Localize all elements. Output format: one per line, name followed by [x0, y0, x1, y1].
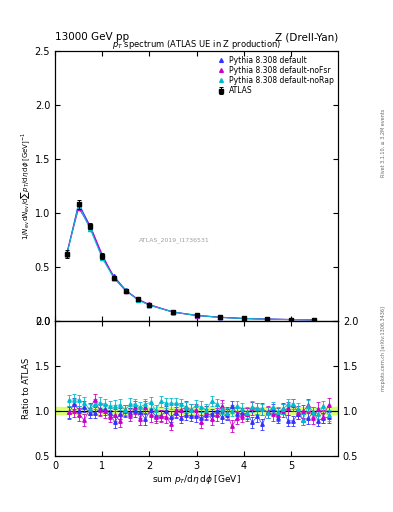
Pythia 8.308 default-noRap	[88, 226, 93, 232]
Pythia 8.308 default	[288, 316, 293, 323]
Pythia 8.308 default	[88, 224, 93, 230]
Pythia 8.308 default-noFsr	[123, 288, 128, 294]
Y-axis label: $1/N_\mathrm{ev}\,\mathrm{d}N_\mathrm{ev}/\mathrm{d}\sum p_T/\mathrm{d}\eta\,\ma: $1/N_\mathrm{ev}\,\mathrm{d}N_\mathrm{ev…	[19, 132, 32, 240]
Pythia 8.308 default-noRap	[112, 275, 116, 281]
Pythia 8.308 default	[64, 251, 69, 257]
Pythia 8.308 default	[112, 273, 116, 280]
Pythia 8.308 default-noFsr	[218, 314, 222, 321]
Pythia 8.308 default-noFsr	[88, 223, 93, 229]
Pythia 8.308 default-noFsr	[135, 296, 140, 302]
Pythia 8.308 default-noFsr	[288, 316, 293, 323]
Pythia 8.308 default-noRap	[100, 255, 105, 261]
Legend: Pythia 8.308 default, Pythia 8.308 default-noFsr, Pythia 8.308 default-noRap, AT: Pythia 8.308 default, Pythia 8.308 defau…	[214, 55, 334, 96]
Text: mcplots.cern.ch [arXiv:1306.3436]: mcplots.cern.ch [arXiv:1306.3436]	[381, 306, 386, 391]
Pythia 8.308 default	[265, 316, 270, 322]
Text: Rivet 3.1.10, ≥ 3.2M events: Rivet 3.1.10, ≥ 3.2M events	[381, 109, 386, 178]
Pythia 8.308 default-noRap	[135, 296, 140, 303]
Bar	[55, 407, 338, 414]
Text: ATLAS_2019_I1736531: ATLAS_2019_I1736531	[138, 237, 209, 243]
Pythia 8.308 default-noFsr	[147, 302, 152, 308]
Pythia 8.308 default-noFsr	[312, 317, 317, 323]
Pythia 8.308 default-noFsr	[241, 315, 246, 322]
Pythia 8.308 default	[100, 253, 105, 260]
Pythia 8.308 default	[123, 287, 128, 293]
Pythia 8.308 default	[76, 201, 81, 207]
Line: Pythia 8.308 default-noRap: Pythia 8.308 default-noRap	[65, 204, 316, 322]
Pythia 8.308 default-noRap	[171, 309, 175, 315]
Text: 13000 GeV pp: 13000 GeV pp	[55, 32, 129, 42]
Pythia 8.308 default-noRap	[312, 317, 317, 323]
X-axis label: sum $p_T/\mathrm{d}\eta\,\mathrm{d}\phi\;[\mathrm{GeV}]$: sum $p_T/\mathrm{d}\eta\,\mathrm{d}\phi\…	[152, 473, 241, 486]
Pythia 8.308 default-noFsr	[64, 250, 69, 256]
Pythia 8.308 default	[135, 296, 140, 302]
Pythia 8.308 default	[194, 312, 199, 318]
Pythia 8.308 default	[147, 302, 152, 308]
Pythia 8.308 default-noFsr	[112, 275, 116, 281]
Text: Z (Drell-Yan): Z (Drell-Yan)	[275, 32, 338, 42]
Pythia 8.308 default-noFsr	[265, 316, 270, 322]
Pythia 8.308 default	[312, 317, 317, 323]
Line: Pythia 8.308 default-noFsr: Pythia 8.308 default-noFsr	[65, 206, 316, 322]
Pythia 8.308 default-noRap	[76, 203, 81, 209]
Title: $p_T$ spectrum (ATLAS UE in Z production): $p_T$ spectrum (ATLAS UE in Z production…	[112, 38, 281, 51]
Pythia 8.308 default-noFsr	[100, 251, 105, 258]
Pythia 8.308 default	[171, 309, 175, 315]
Pythia 8.308 default-noRap	[194, 312, 199, 318]
Pythia 8.308 default-noRap	[123, 287, 128, 293]
Pythia 8.308 default-noFsr	[194, 312, 199, 318]
Pythia 8.308 default-noRap	[288, 316, 293, 323]
Pythia 8.308 default-noRap	[241, 315, 246, 322]
Pythia 8.308 default-noRap	[265, 316, 270, 322]
Pythia 8.308 default	[241, 315, 246, 322]
Pythia 8.308 default-noFsr	[171, 309, 175, 315]
Pythia 8.308 default-noFsr	[76, 205, 81, 211]
Pythia 8.308 default-noRap	[147, 302, 152, 308]
Pythia 8.308 default	[218, 314, 222, 321]
Pythia 8.308 default-noRap	[64, 251, 69, 258]
Y-axis label: Ratio to ATLAS: Ratio to ATLAS	[22, 358, 31, 419]
Pythia 8.308 default-noRap	[218, 314, 222, 321]
Line: Pythia 8.308 default: Pythia 8.308 default	[65, 201, 316, 322]
